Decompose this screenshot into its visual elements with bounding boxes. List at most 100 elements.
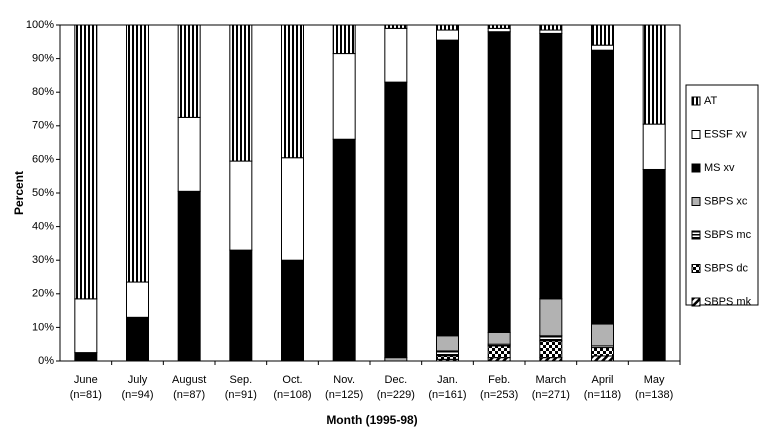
bar-segment [487,27,511,33]
y-tick-label: 80% [32,86,54,98]
legend-label: SBPS mc [704,229,752,241]
legend-label: MS xv [704,162,735,174]
y-tick-label: 60% [32,153,54,165]
legend-label: SBPS xc [704,195,748,207]
x-tick-label: Nov. [333,374,355,386]
bar-segment [436,355,459,360]
x-axis-title: Month (1995-98) [326,413,417,427]
y-tick-label: 0% [38,355,54,367]
bar-segment [642,24,666,125]
bar-segment [126,316,149,362]
bar-segment [177,24,201,118]
x-tick-label: March [536,374,567,386]
bar-segment [487,357,511,362]
x-tick-sublabel: (n=81) [70,389,102,401]
bar-segment [591,323,614,347]
bar-segment [591,355,614,362]
y-tick-label: 40% [32,221,54,233]
y-tick-label: 90% [32,53,54,65]
bar-segment [436,350,459,357]
bar-segment [642,123,666,170]
y-axis-title: Percent [12,171,26,215]
y-tick-label: 30% [32,254,54,266]
y-tick-label: 70% [32,120,54,132]
y-tick-label: 50% [32,187,54,199]
bar-segment [332,24,356,55]
bar-segment [229,160,253,251]
bar-segment [591,347,614,357]
bar-segment [591,49,614,325]
x-tick-sublabel: (n=125) [325,389,363,401]
bar-segment [487,31,511,333]
y-tick-label: 100% [26,19,54,31]
bar-segment [539,357,563,362]
bar-segment [229,249,253,362]
legend-swatch [691,297,701,307]
x-tick-sublabel: (n=229) [377,389,415,401]
legend-label: SBPS mk [704,296,752,308]
bar-segment [539,335,563,342]
bar-segment [436,24,459,31]
bar-segment [487,24,511,29]
bar-segment [332,53,356,140]
bar-segment [487,331,511,345]
x-tick-sublabel: (n=87) [173,389,205,401]
bar-segment [642,168,666,362]
bar-segment [539,32,563,300]
bar-segment [384,27,408,83]
legend-label: ESSF xv [704,128,747,140]
bar-segment [539,340,563,359]
legend-label: SBPS dc [704,262,749,274]
legend-swatch [691,163,701,173]
bar-segment [539,24,563,31]
bar-segment [281,259,304,362]
legend-swatch [691,197,701,206]
bar-segment [436,39,459,337]
bar-segment [591,44,614,51]
x-tick-label: Dec. [385,374,408,386]
legend-swatch [691,264,701,273]
y-tick-label: 10% [32,321,54,333]
bar-segment [539,298,563,337]
bar-segment [384,81,408,359]
bar-segment [436,335,459,352]
bar-segment [332,138,356,362]
bar-segment [487,345,511,359]
legend-swatch [691,130,701,139]
x-tick-sublabel: (n=271) [532,389,570,401]
plot-frame [59,24,681,362]
legend-swatch [691,230,701,240]
bar-segment [539,29,563,34]
bar-segment [281,24,304,159]
bar-segment [177,116,201,192]
bar-segment [74,298,98,354]
x-tick-label: Sep. [230,374,253,386]
x-tick-label: Feb. [488,374,510,386]
bar-segment [126,24,149,283]
bar-segment [436,29,459,41]
x-tick-label: July [128,374,148,386]
x-tick-sublabel: (n=91) [225,389,257,401]
x-tick-label: August [172,374,206,386]
legend-swatch [691,96,701,106]
bar-segment [591,24,614,46]
x-tick-sublabel: (n=138) [635,389,673,401]
bar-segment [384,357,408,362]
x-tick-label: Jan. [437,374,458,386]
x-tick-label: June [74,374,98,386]
bar-segment [126,281,149,318]
bar-segment [281,157,304,261]
bar-segment [384,24,408,29]
x-tick-sublabel: (n=94) [121,389,153,401]
bar-segment [177,190,201,362]
x-tick-sublabel: (n=118) [584,389,621,401]
x-tick-label: May [644,374,665,386]
y-tick-label: 20% [32,288,54,300]
x-tick-sublabel: (n=253) [480,389,518,401]
legend-label: AT [704,95,718,107]
bar-segment [74,352,98,362]
x-tick-sublabel: (n=108) [273,389,311,401]
bar-segment [229,24,253,162]
